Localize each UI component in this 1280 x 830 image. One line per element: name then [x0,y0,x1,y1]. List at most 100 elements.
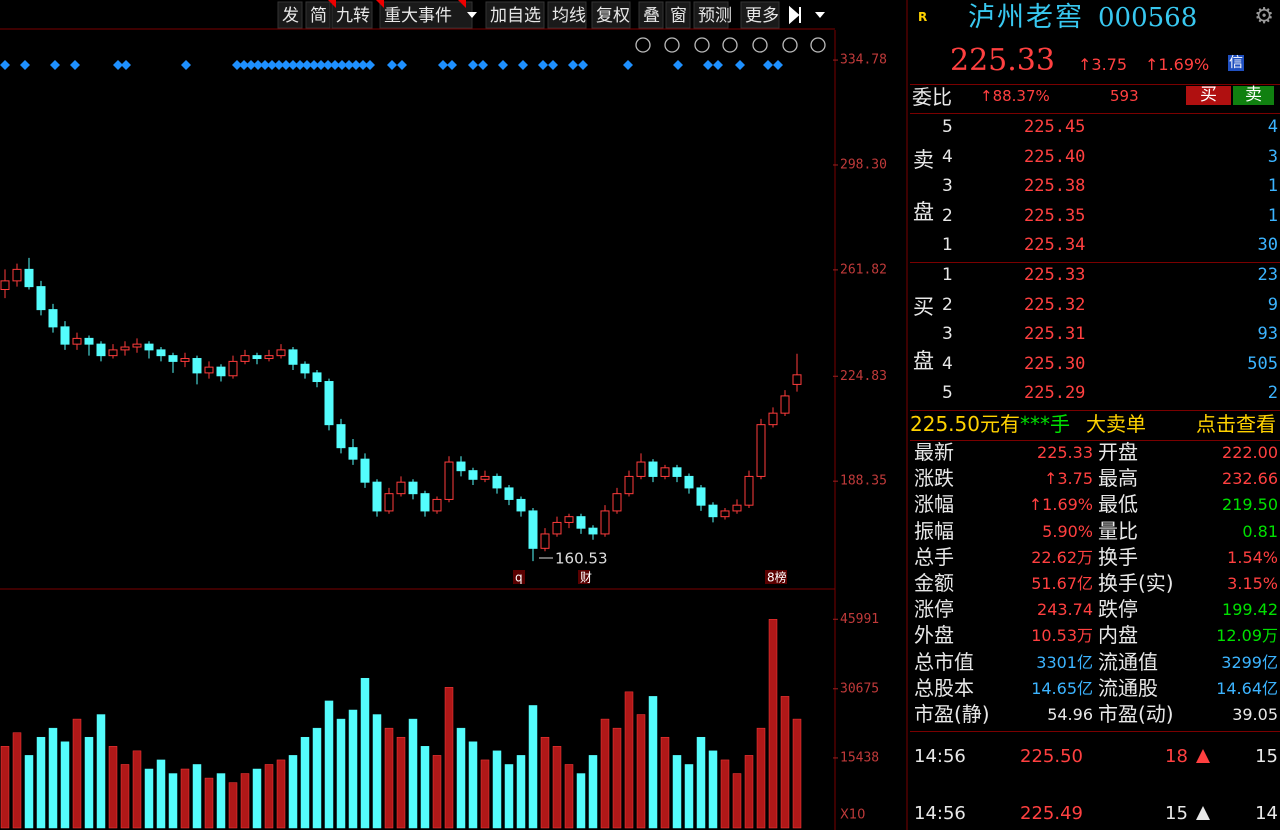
candle-body [396,481,406,495]
toolbar-button[interactable]: 发 [282,6,299,26]
signal-marker [20,60,30,70]
banner-text[interactable]: 大卖单 [1086,412,1146,436]
volume-bar [624,691,634,829]
stat-label: 内盘 [1098,623,1138,648]
signal-marker [337,60,347,70]
toolbar-button-bg[interactable] [379,1,473,29]
tool-icon[interactable] [635,37,651,53]
candle-body [468,470,478,480]
signal-marker [397,60,407,70]
event-marker[interactable]: q [515,571,523,585]
event-marker-bg[interactable] [513,570,525,584]
banner-text[interactable]: 225.50元有 [910,412,1020,436]
signal-marker [623,60,633,70]
toolbar-button-bg[interactable] [665,1,691,29]
dropdown-arrow[interactable] [815,12,825,18]
signal-marker [548,60,558,70]
stat-label: 跌停 [1098,597,1138,622]
exit-icon[interactable] [789,5,801,25]
volume-bar [396,736,406,829]
buy-button[interactable]: 买 [1186,86,1231,105]
volume-bar [348,709,358,829]
banner-text[interactable]: 点击查看 [1196,412,1276,436]
stat-label: 外盘 [914,623,954,648]
candle-body [624,475,634,495]
candle-body [336,424,346,449]
event-marker[interactable]: 财 [580,571,592,585]
volume-bar [732,773,742,829]
event-marker[interactable]: 8榜 [767,570,787,585]
toolbar-button[interactable]: 窗 [670,6,687,26]
book-volume: 1 [1267,205,1278,226]
toolbar-button[interactable]: 叠 [643,6,660,26]
toolbar-button-bg[interactable] [693,1,729,29]
tool-icon[interactable] [694,37,710,53]
toolbar-button-bg[interactable] [305,1,331,29]
book-price: 225.34 [1024,235,1086,255]
volume-bar [744,755,754,829]
toolbar-button-bg[interactable] [638,1,664,29]
stat-label: 开盘 [1098,440,1138,464]
volume-bar [204,777,214,829]
toolbar-button[interactable]: 预测 [698,6,732,26]
toolbar-button-bg[interactable] [740,1,780,29]
candle-body [84,337,94,345]
event-marker-bg[interactable] [765,570,787,584]
sell-button[interactable]: 卖 [1233,86,1274,105]
candle-body [492,475,502,489]
stat-label: 总市值 [914,649,974,674]
tool-icon[interactable] [664,37,680,53]
volume-bar [480,759,490,829]
toolbar-button[interactable]: 均线 [552,6,586,26]
book-volume: 4 [1267,117,1278,137]
candle-body [264,355,274,360]
volume-bar [0,746,10,829]
banner-text[interactable]: ***手 [1020,412,1070,436]
volume-bar [252,768,262,829]
dropdown-arrow[interactable] [467,12,477,18]
toolbar-button-bg[interactable] [485,1,545,29]
volume-bar [588,755,598,829]
volume-bar [228,782,238,829]
event-marker-bg[interactable] [578,570,590,584]
tool-icon[interactable] [722,37,738,53]
toolbar-button[interactable]: 加自选 [490,6,541,26]
toolbar-button-bg[interactable] [277,1,303,29]
tick-count: 15 [1255,746,1278,767]
book-price: 225.35 [1024,205,1086,226]
tool-icon[interactable] [752,37,768,53]
settings-icon[interactable]: ⚙ [1254,4,1274,29]
candle-body [12,268,22,282]
candle-body [372,481,382,512]
tool-icon[interactable] [782,37,798,53]
signal-marker [316,60,326,70]
candle-body [168,355,178,362]
separator [910,84,1280,85]
toolbar-button[interactable]: 重大事件 [384,6,452,26]
separator [910,262,1280,263]
volume-bar [576,773,586,829]
candle-body [96,343,106,357]
toolbar-button[interactable]: 复权 [596,6,630,26]
volume-bar [168,773,178,829]
volume-bar [780,696,790,829]
candle-body [780,395,790,414]
signal-marker [239,60,249,70]
stat-label: 量比 [1098,518,1138,543]
signal-marker [0,60,10,70]
stat-value: 54.96 [1047,705,1093,724]
candle-body [720,510,730,518]
toolbar-button-bg[interactable] [591,1,631,29]
tool-icon[interactable] [810,37,826,53]
toolbar-button-bg[interactable] [547,1,587,29]
toolbar-button[interactable]: 九转 [336,6,370,26]
tick-arrow [1196,806,1210,820]
toolbar-button[interactable]: 简 [310,6,327,26]
candle-body [204,366,214,374]
volume-bar [60,741,70,829]
toolbar-button[interactable]: 更多 [745,6,779,26]
toolbar-button-bg[interactable] [331,1,373,29]
book-level: 5 [942,117,953,137]
signal-marker [253,60,263,70]
volume-bar [312,727,322,829]
